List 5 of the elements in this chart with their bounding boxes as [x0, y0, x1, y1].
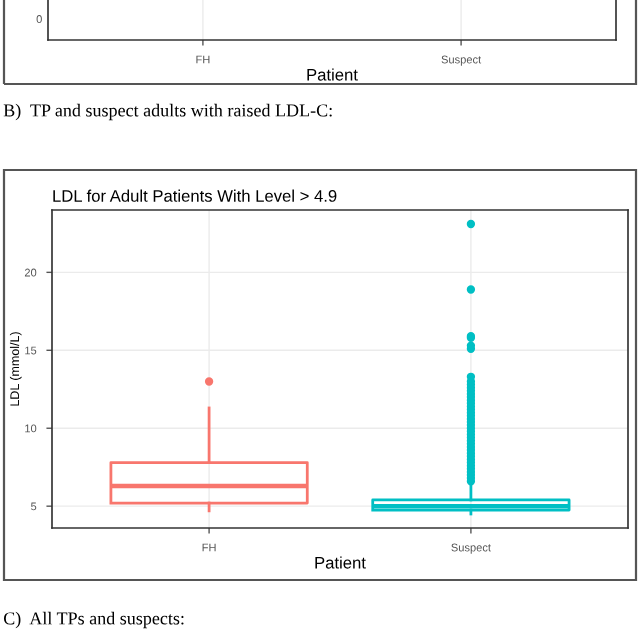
- text: B) TP and suspect adults with raised LDL-C:: [3, 103, 332, 121]
- text: Patient: [307, 68, 358, 81]
- chart-title: LDL for Adult Patients With Level > 4.9: [53, 189, 337, 202]
- x-axis-title: Patient: [315, 556, 366, 569]
- text: C) All TPs and suspects:: [3, 611, 184, 629]
